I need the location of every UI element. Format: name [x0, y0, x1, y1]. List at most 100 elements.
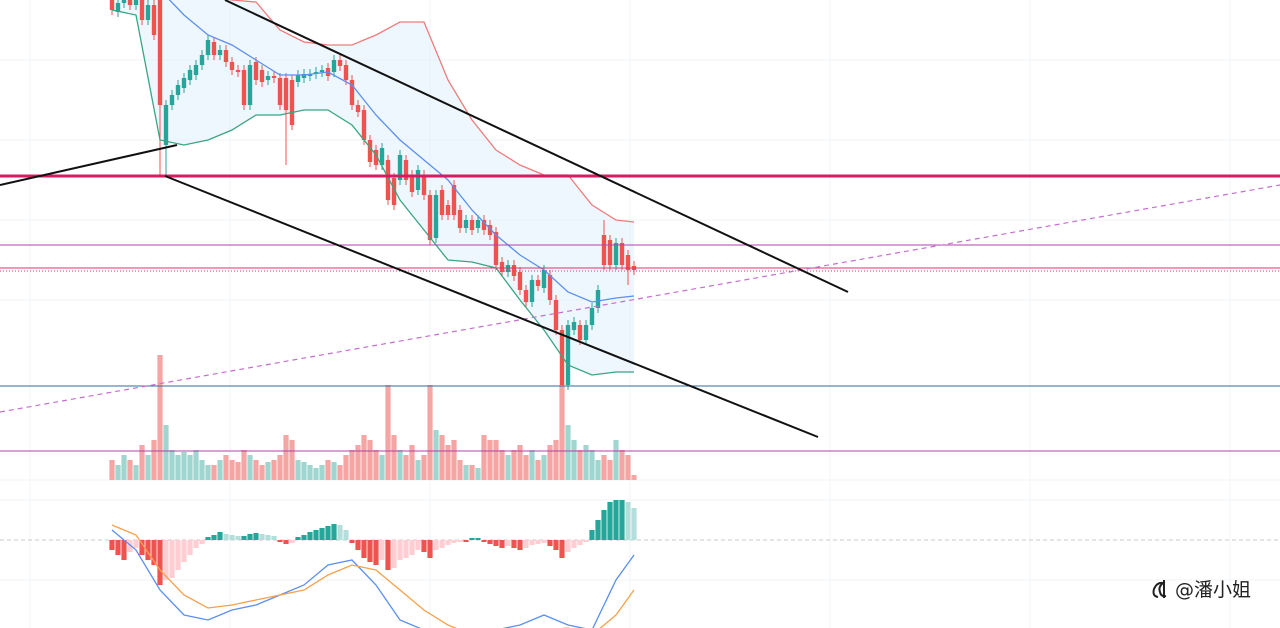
- volume-bar: [541, 455, 547, 480]
- histogram-bar: [523, 540, 529, 548]
- volume-bar: [535, 460, 541, 480]
- candle-body: [355, 105, 361, 112]
- histogram-bar: [403, 540, 409, 558]
- histogram-bar: [427, 540, 433, 558]
- candle-body: [601, 235, 607, 265]
- histogram-bar: [109, 540, 115, 550]
- candle-body: [541, 270, 547, 288]
- histogram-bar: [205, 537, 211, 540]
- volume-bar: [517, 445, 523, 480]
- volume-bar: [109, 460, 115, 480]
- candle-body: [157, 0, 163, 105]
- volume-bar: [253, 460, 259, 480]
- volume-bar: [151, 440, 157, 480]
- candle-body: [115, 3, 121, 12]
- histogram-bar: [577, 540, 583, 545]
- histogram-bar: [265, 535, 271, 540]
- histogram-bar: [187, 540, 193, 555]
- histogram-bar: [571, 540, 577, 548]
- candle-body: [289, 80, 295, 125]
- volume-bar: [415, 460, 421, 480]
- volume-bar: [511, 450, 517, 480]
- channel-line: [224, 0, 849, 293]
- candle-body: [427, 195, 433, 240]
- volume-bar: [277, 455, 283, 480]
- volume-bar: [163, 425, 169, 480]
- volume-bar: [271, 460, 277, 480]
- candle-body: [583, 325, 589, 340]
- volume-bar: [241, 450, 247, 480]
- candle-body: [337, 60, 343, 66]
- volume-bar: [343, 455, 349, 480]
- histogram-bar: [469, 538, 475, 540]
- volume-bar: [619, 450, 625, 480]
- trend-line: [0, 144, 178, 186]
- candle-body: [277, 78, 283, 105]
- volume-bar: [169, 450, 175, 480]
- histogram-bar: [457, 540, 463, 542]
- candle-body: [487, 225, 493, 235]
- volume-bar: [157, 355, 163, 480]
- volume-bar: [487, 440, 493, 480]
- histogram-bar: [619, 500, 625, 540]
- candle-body: [409, 175, 415, 192]
- histogram-bar: [283, 540, 289, 544]
- candle-body: [613, 243, 619, 265]
- histogram-bar: [211, 535, 217, 540]
- volume-bar: [331, 462, 337, 480]
- histogram-bar: [529, 540, 535, 545]
- candle-body: [499, 262, 505, 272]
- volume-bar: [529, 450, 535, 480]
- histogram-bar: [115, 540, 121, 555]
- volume-bar: [493, 440, 499, 480]
- volume-bar: [553, 440, 559, 480]
- candle-body: [547, 275, 553, 300]
- candle-body: [307, 74, 313, 76]
- histogram-bar: [607, 502, 613, 540]
- histogram-bar: [217, 532, 223, 540]
- histogram-bar: [235, 536, 241, 540]
- volume-bar: [289, 440, 295, 480]
- candle-body: [205, 40, 211, 55]
- candle-body: [241, 70, 247, 105]
- histogram-bar: [175, 540, 181, 570]
- candle-body: [433, 195, 439, 238]
- volume-bar: [307, 465, 313, 480]
- histogram-bar: [331, 524, 337, 540]
- volume-bar: [631, 475, 637, 480]
- candle-body: [163, 105, 169, 145]
- candle-body: [217, 50, 223, 55]
- candle-body: [121, 0, 127, 3]
- volume-bar: [463, 465, 469, 480]
- volume-bar: [445, 445, 451, 480]
- histogram-bar: [289, 540, 295, 543]
- volume-bar: [355, 445, 361, 480]
- volume-bar: [139, 445, 145, 480]
- candle-body: [589, 308, 595, 325]
- candle-body: [457, 210, 463, 228]
- candle-body: [343, 65, 349, 80]
- histogram-bar: [163, 540, 169, 580]
- indicator-line: [111, 524, 635, 628]
- volume-bar: [145, 455, 151, 480]
- volume-bar: [349, 450, 355, 480]
- histogram-bar: [421, 540, 427, 552]
- histogram-bar: [253, 533, 259, 540]
- candle-body: [229, 62, 235, 70]
- volume-bar: [625, 455, 631, 480]
- volume-bar: [127, 460, 133, 480]
- volume-bar: [115, 465, 121, 480]
- indicator-line: [111, 529, 635, 628]
- histogram-bar: [493, 540, 499, 546]
- volume-bar: [313, 468, 319, 480]
- volume-bar: [571, 440, 577, 480]
- volume-bar: [361, 435, 367, 480]
- histogram-bar: [451, 540, 457, 543]
- candle-body: [145, 5, 151, 20]
- volume-bar: [469, 465, 475, 480]
- candle-body: [379, 148, 385, 165]
- volume-bar: [379, 455, 385, 480]
- candle-body: [595, 290, 601, 308]
